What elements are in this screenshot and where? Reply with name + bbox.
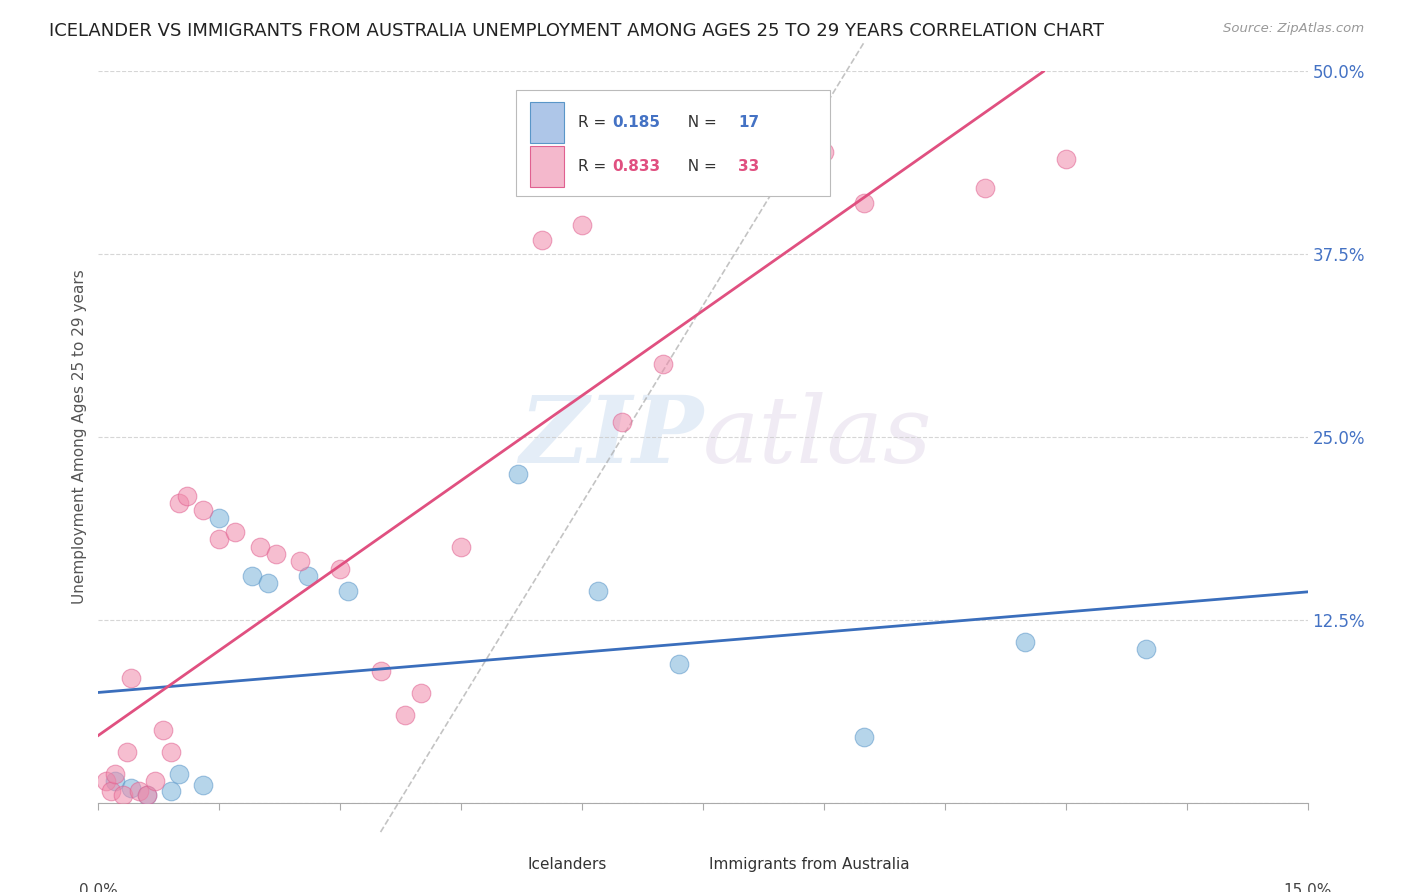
Text: Immigrants from Australia: Immigrants from Australia xyxy=(709,857,910,872)
Point xyxy=(1014,635,1036,649)
Text: Source: ZipAtlas.com: Source: ZipAtlas.com xyxy=(1223,22,1364,36)
Text: N =: N = xyxy=(678,159,721,174)
Point xyxy=(256,576,278,591)
Text: 0.833: 0.833 xyxy=(613,159,661,174)
Point xyxy=(160,745,183,759)
Point xyxy=(853,196,876,211)
Point xyxy=(329,562,352,576)
Point xyxy=(167,496,190,510)
Point xyxy=(160,784,183,798)
Text: N =: N = xyxy=(678,115,721,130)
Point xyxy=(249,540,271,554)
Point xyxy=(772,101,794,115)
Text: 33: 33 xyxy=(738,159,759,174)
Point xyxy=(120,781,142,796)
Y-axis label: Unemployment Among Ages 25 to 29 years: Unemployment Among Ages 25 to 29 years xyxy=(72,269,87,605)
Point xyxy=(100,784,122,798)
Point xyxy=(586,583,609,598)
Point xyxy=(111,789,134,803)
Point xyxy=(612,416,634,430)
Text: 17: 17 xyxy=(738,115,759,130)
Text: Icelanders: Icelanders xyxy=(527,857,607,872)
Bar xyxy=(666,847,700,887)
Text: ICELANDER VS IMMIGRANTS FROM AUSTRALIA UNEMPLOYMENT AMONG AGES 25 TO 29 YEARS CO: ICELANDER VS IMMIGRANTS FROM AUSTRALIA U… xyxy=(49,22,1104,40)
Point xyxy=(288,554,311,568)
Point xyxy=(103,773,125,788)
Point xyxy=(1135,642,1157,657)
Point xyxy=(103,766,125,780)
Point xyxy=(450,540,472,554)
Bar xyxy=(530,103,564,143)
Point xyxy=(135,789,157,803)
Point xyxy=(853,730,876,744)
Point xyxy=(530,233,553,247)
Text: R =: R = xyxy=(578,159,612,174)
Text: 15.0%: 15.0% xyxy=(1284,883,1331,892)
Bar xyxy=(530,146,564,186)
Text: atlas: atlas xyxy=(703,392,932,482)
Point xyxy=(152,723,174,737)
Point xyxy=(651,357,673,371)
Text: 0.185: 0.185 xyxy=(613,115,661,130)
Point xyxy=(506,467,529,481)
Point xyxy=(1054,152,1077,166)
Point xyxy=(120,672,142,686)
Bar xyxy=(485,847,519,887)
Point xyxy=(193,503,215,517)
Point xyxy=(224,525,246,540)
Point xyxy=(167,766,190,780)
Point xyxy=(409,686,432,700)
Point xyxy=(193,778,215,792)
Point xyxy=(176,489,198,503)
Point xyxy=(297,569,319,583)
Text: R =: R = xyxy=(578,115,612,130)
Point xyxy=(394,708,416,723)
Point xyxy=(96,773,118,788)
Point xyxy=(128,784,150,798)
Point xyxy=(135,789,157,803)
Point xyxy=(571,218,593,232)
Point xyxy=(240,569,263,583)
Point xyxy=(813,145,835,159)
Text: ZIP: ZIP xyxy=(519,392,703,482)
Point xyxy=(143,773,166,788)
Point xyxy=(370,664,392,678)
Text: 0.0%: 0.0% xyxy=(79,883,118,892)
Point xyxy=(337,583,360,598)
Point xyxy=(115,745,138,759)
Point xyxy=(208,510,231,524)
Point xyxy=(974,181,997,195)
Point xyxy=(208,533,231,547)
Bar xyxy=(516,90,830,195)
Point xyxy=(264,547,287,561)
Point xyxy=(668,657,690,671)
